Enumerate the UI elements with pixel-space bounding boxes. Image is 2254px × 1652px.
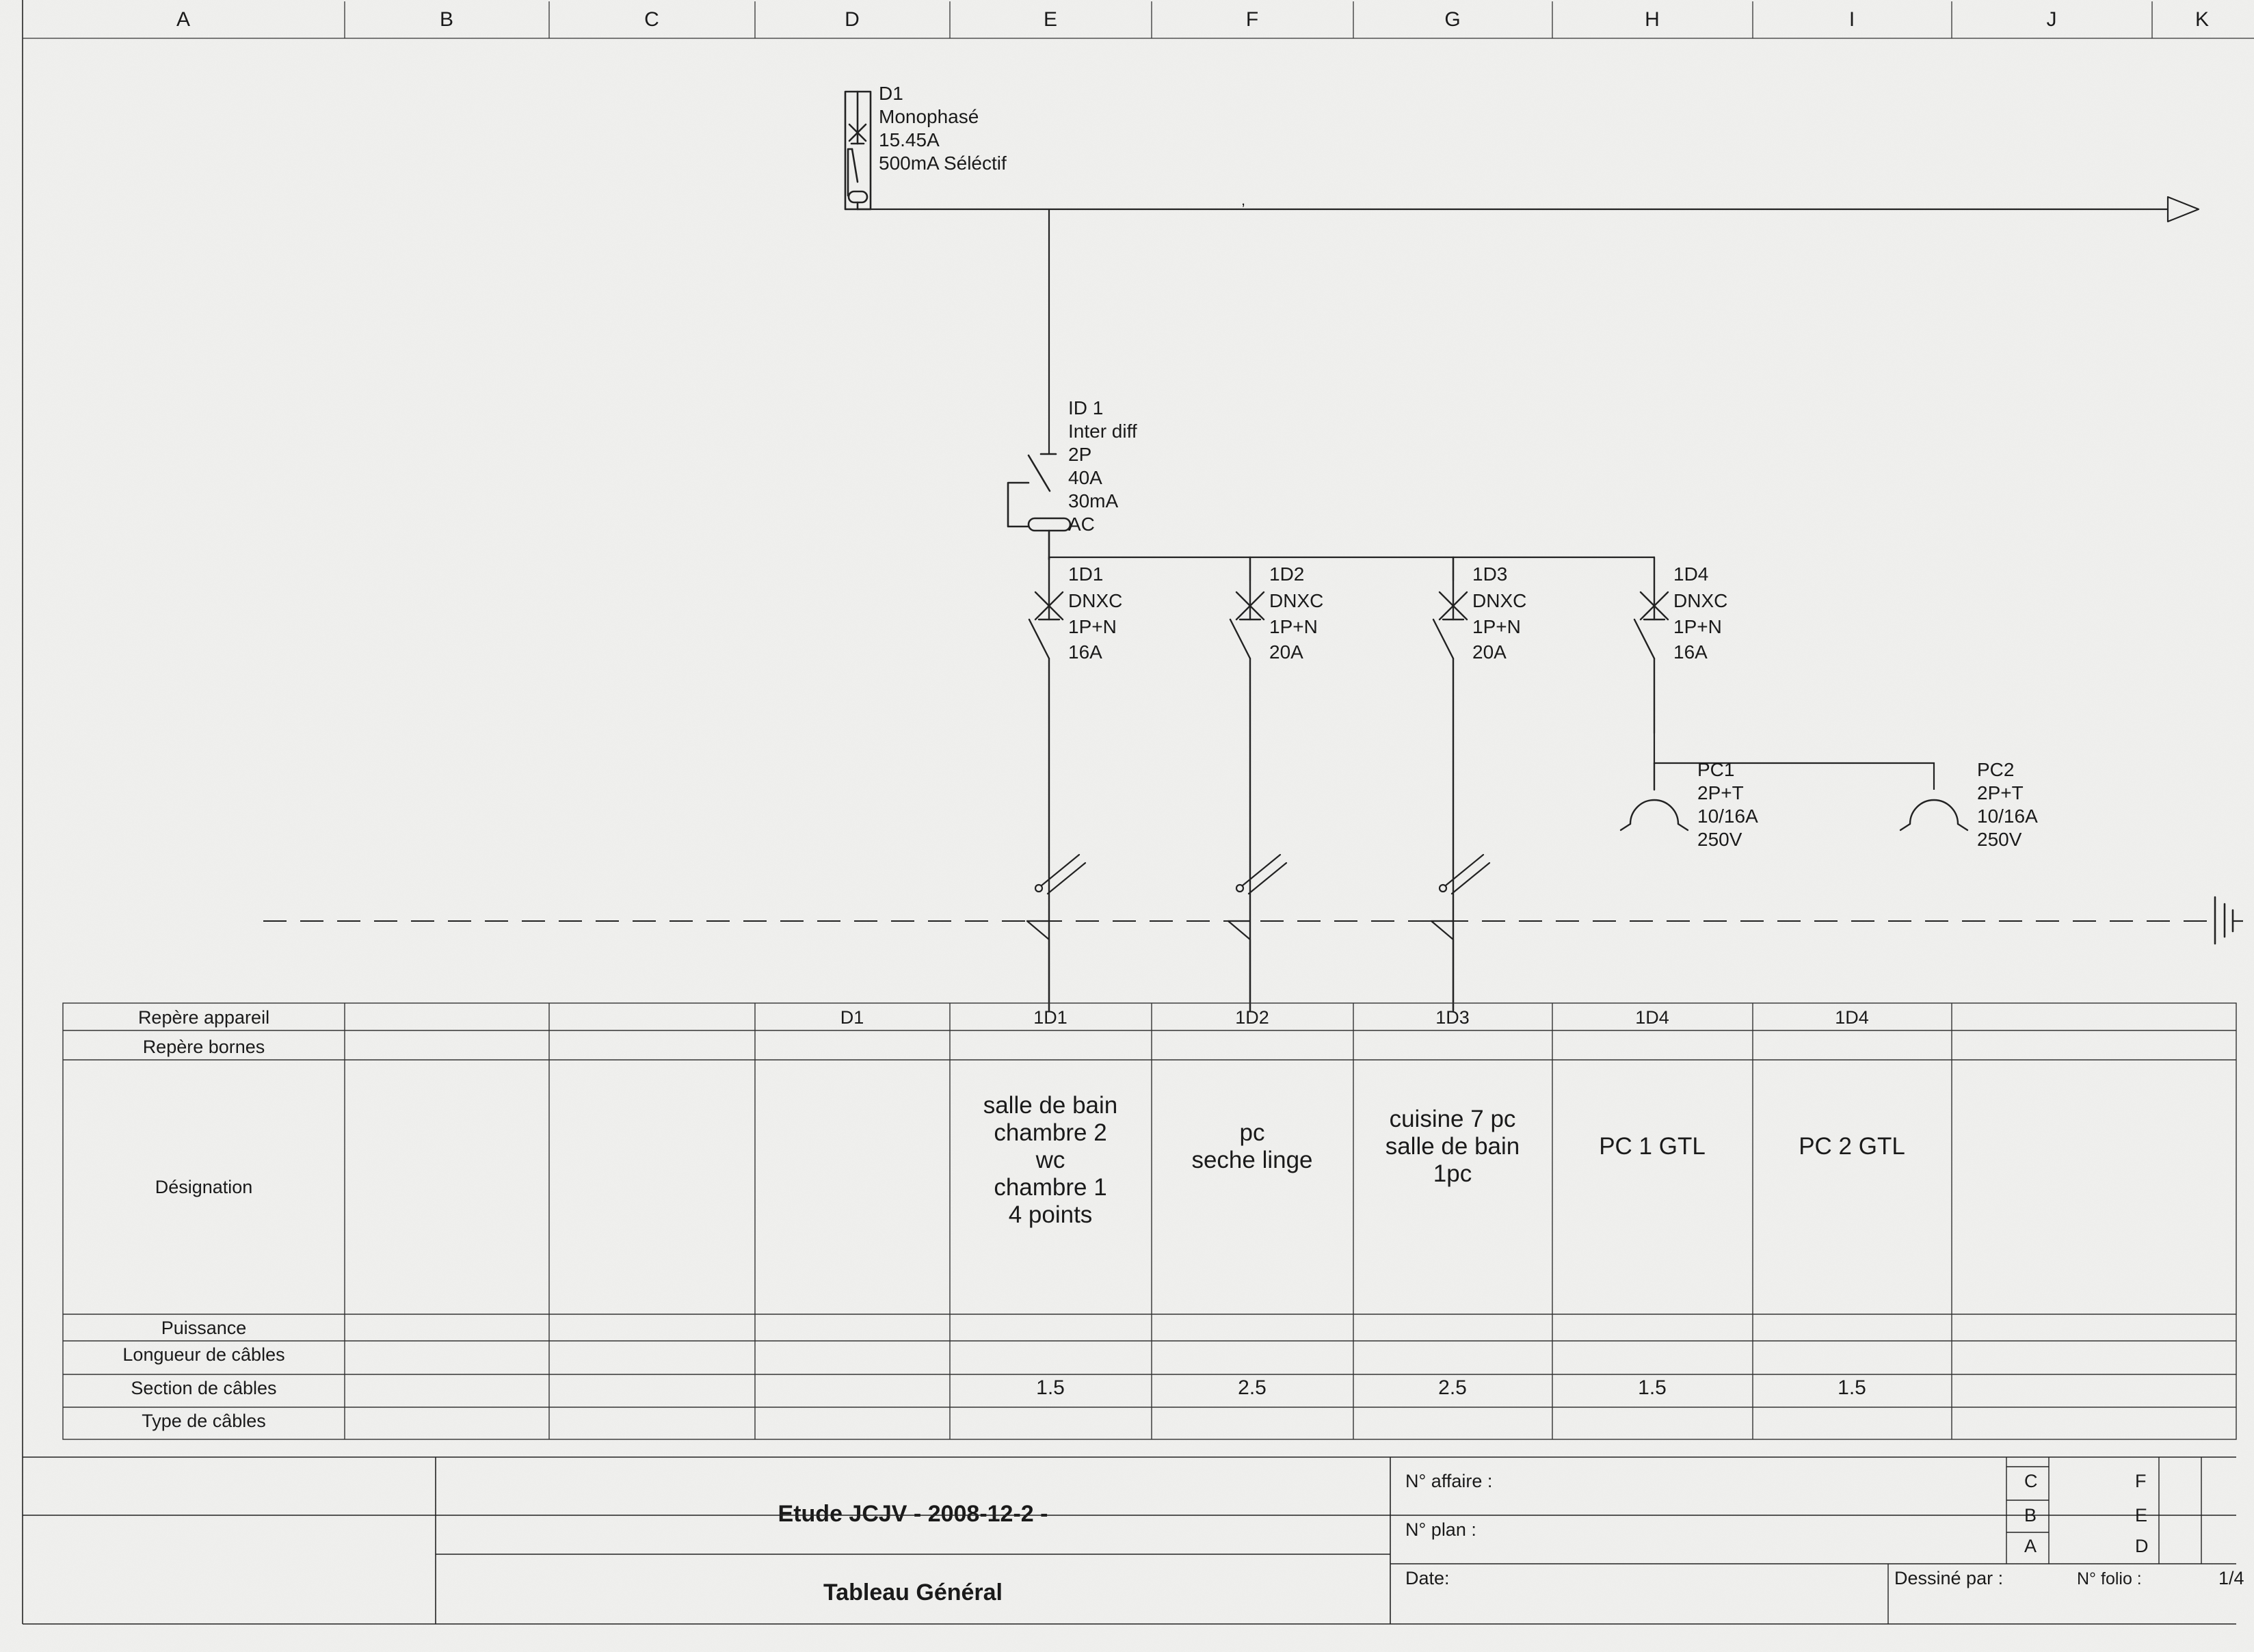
svg-text:1D3: 1D3 (1435, 1007, 1470, 1028)
svg-text:C: C (2024, 1471, 2038, 1491)
svg-text:B: B (440, 8, 453, 31)
svg-text:DNXC: DNXC (1269, 590, 1323, 611)
svg-text:1D3: 1D3 (1472, 563, 1507, 585)
svg-text:2.5: 2.5 (1238, 1376, 1267, 1399)
svg-text:250V: 250V (1977, 829, 2022, 850)
svg-text:1D1: 1D1 (1033, 1007, 1068, 1028)
svg-text:1P+N: 1P+N (1068, 616, 1117, 637)
svg-text:D1: D1 (879, 83, 903, 104)
svg-text:2P+T: 2P+T (1697, 782, 1744, 803)
svg-text:Tableau Général: Tableau Général (823, 1580, 1003, 1606)
svg-text:1.5: 1.5 (1036, 1376, 1065, 1399)
svg-text:Dessiné par :: Dessiné par : (1894, 1568, 2003, 1588)
svg-text:chambre 1: chambre 1 (994, 1174, 1106, 1201)
svg-text:H: H (1645, 8, 1660, 31)
svg-text:D: D (845, 8, 860, 31)
svg-text:ID 1: ID 1 (1068, 397, 1103, 418)
svg-text:1D2: 1D2 (1235, 1007, 1269, 1028)
svg-text:AC: AC (1068, 514, 1095, 535)
svg-text:500mA Séléctif: 500mA Séléctif (879, 152, 1007, 174)
svg-text:Type de câbles: Type de câbles (142, 1411, 266, 1431)
svg-text:cuisine 7 pc: cuisine 7 pc (1390, 1106, 1516, 1132)
svg-text:PC 1 GTL: PC 1 GTL (1599, 1133, 1706, 1160)
svg-text:40A: 40A (1068, 467, 1102, 488)
svg-text:1.5: 1.5 (1838, 1376, 1866, 1399)
svg-text:Inter diff: Inter diff (1068, 421, 1137, 442)
svg-text:seche linge: seche linge (1191, 1147, 1312, 1173)
svg-text:Désignation: Désignation (155, 1177, 253, 1197)
svg-text:2P: 2P (1068, 444, 1091, 465)
svg-text:16A: 16A (1673, 641, 1708, 663)
svg-text:B: B (2024, 1505, 2037, 1526)
svg-text:Monophasé: Monophasé (879, 106, 979, 127)
svg-text:16A: 16A (1068, 641, 1102, 663)
svg-text:wc: wc (1035, 1147, 1065, 1173)
svg-text:N° folio :: N° folio : (2077, 1569, 2142, 1588)
svg-text:D1: D1 (840, 1007, 864, 1028)
svg-text:1D4: 1D4 (1835, 1007, 1869, 1028)
svg-text:2.5: 2.5 (1438, 1376, 1467, 1399)
svg-text:N° plan :: N° plan : (1405, 1519, 1476, 1540)
svg-text:E: E (1044, 8, 1057, 31)
svg-text:4 points: 4 points (1009, 1201, 1093, 1228)
svg-text:N° affaire :: N° affaire : (1405, 1471, 1492, 1491)
svg-text:salle de bain: salle de bain (983, 1092, 1118, 1119)
svg-text:,: , (1241, 191, 1245, 209)
svg-text:D: D (2135, 1536, 2149, 1556)
svg-text:1P+N: 1P+N (1269, 616, 1318, 637)
svg-text:Section de câbles: Section de câbles (131, 1378, 276, 1398)
svg-text:1pc: 1pc (1433, 1160, 1472, 1187)
svg-text:Repère bornes: Repère bornes (143, 1037, 265, 1057)
svg-text:DNXC: DNXC (1673, 590, 1727, 611)
svg-text:1P+N: 1P+N (1472, 616, 1521, 637)
svg-text:C: C (644, 8, 659, 31)
svg-text:J: J (2047, 8, 2057, 31)
svg-text:1D4: 1D4 (1635, 1007, 1669, 1028)
svg-text:250V: 250V (1697, 829, 1742, 850)
svg-text:DNXC: DNXC (1068, 590, 1122, 611)
svg-text:20A: 20A (1269, 641, 1303, 663)
svg-text:30mA: 30mA (1068, 490, 1118, 511)
svg-text:1D2: 1D2 (1269, 563, 1304, 585)
svg-text:A: A (2024, 1536, 2037, 1556)
svg-text:1D4: 1D4 (1673, 563, 1708, 585)
svg-text:PC1: PC1 (1697, 759, 1734, 780)
svg-text:F: F (1246, 8, 1258, 31)
svg-text:15.45A: 15.45A (879, 129, 940, 150)
svg-text:Date:: Date: (1405, 1568, 1450, 1588)
svg-text:Repère appareil: Repère appareil (138, 1007, 269, 1028)
svg-text:F: F (2135, 1471, 2147, 1491)
svg-text:K: K (2195, 8, 2209, 31)
svg-text:10/16A: 10/16A (1697, 805, 1758, 827)
svg-text:10/16A: 10/16A (1977, 805, 2038, 827)
svg-text:A: A (176, 8, 190, 31)
svg-text:G: G (1444, 8, 1460, 31)
svg-text:pc: pc (1240, 1119, 1265, 1146)
svg-text:1/4: 1/4 (2218, 1568, 2244, 1588)
svg-text:1.5: 1.5 (1638, 1376, 1667, 1399)
svg-text:PC2: PC2 (1977, 759, 2014, 780)
svg-text:Etude JCJV - 2008-12-2 -: Etude JCJV - 2008-12-2 - (778, 1501, 1048, 1527)
svg-text:chambre 2: chambre 2 (994, 1119, 1106, 1146)
svg-text:1D1: 1D1 (1068, 563, 1103, 585)
svg-text:1P+N: 1P+N (1673, 616, 1722, 637)
svg-text:Longueur de câbles: Longueur de câbles (122, 1344, 284, 1365)
svg-text:E: E (2135, 1505, 2147, 1526)
svg-text:2P+T: 2P+T (1977, 782, 2024, 803)
svg-text:PC 2 GTL: PC 2 GTL (1799, 1133, 1905, 1160)
svg-text:20A: 20A (1472, 641, 1507, 663)
svg-text:DNXC: DNXC (1472, 590, 1526, 611)
svg-text:I: I (1849, 8, 1855, 31)
svg-text:Puissance: Puissance (161, 1318, 247, 1338)
svg-text:salle de bain: salle de bain (1385, 1133, 1520, 1160)
